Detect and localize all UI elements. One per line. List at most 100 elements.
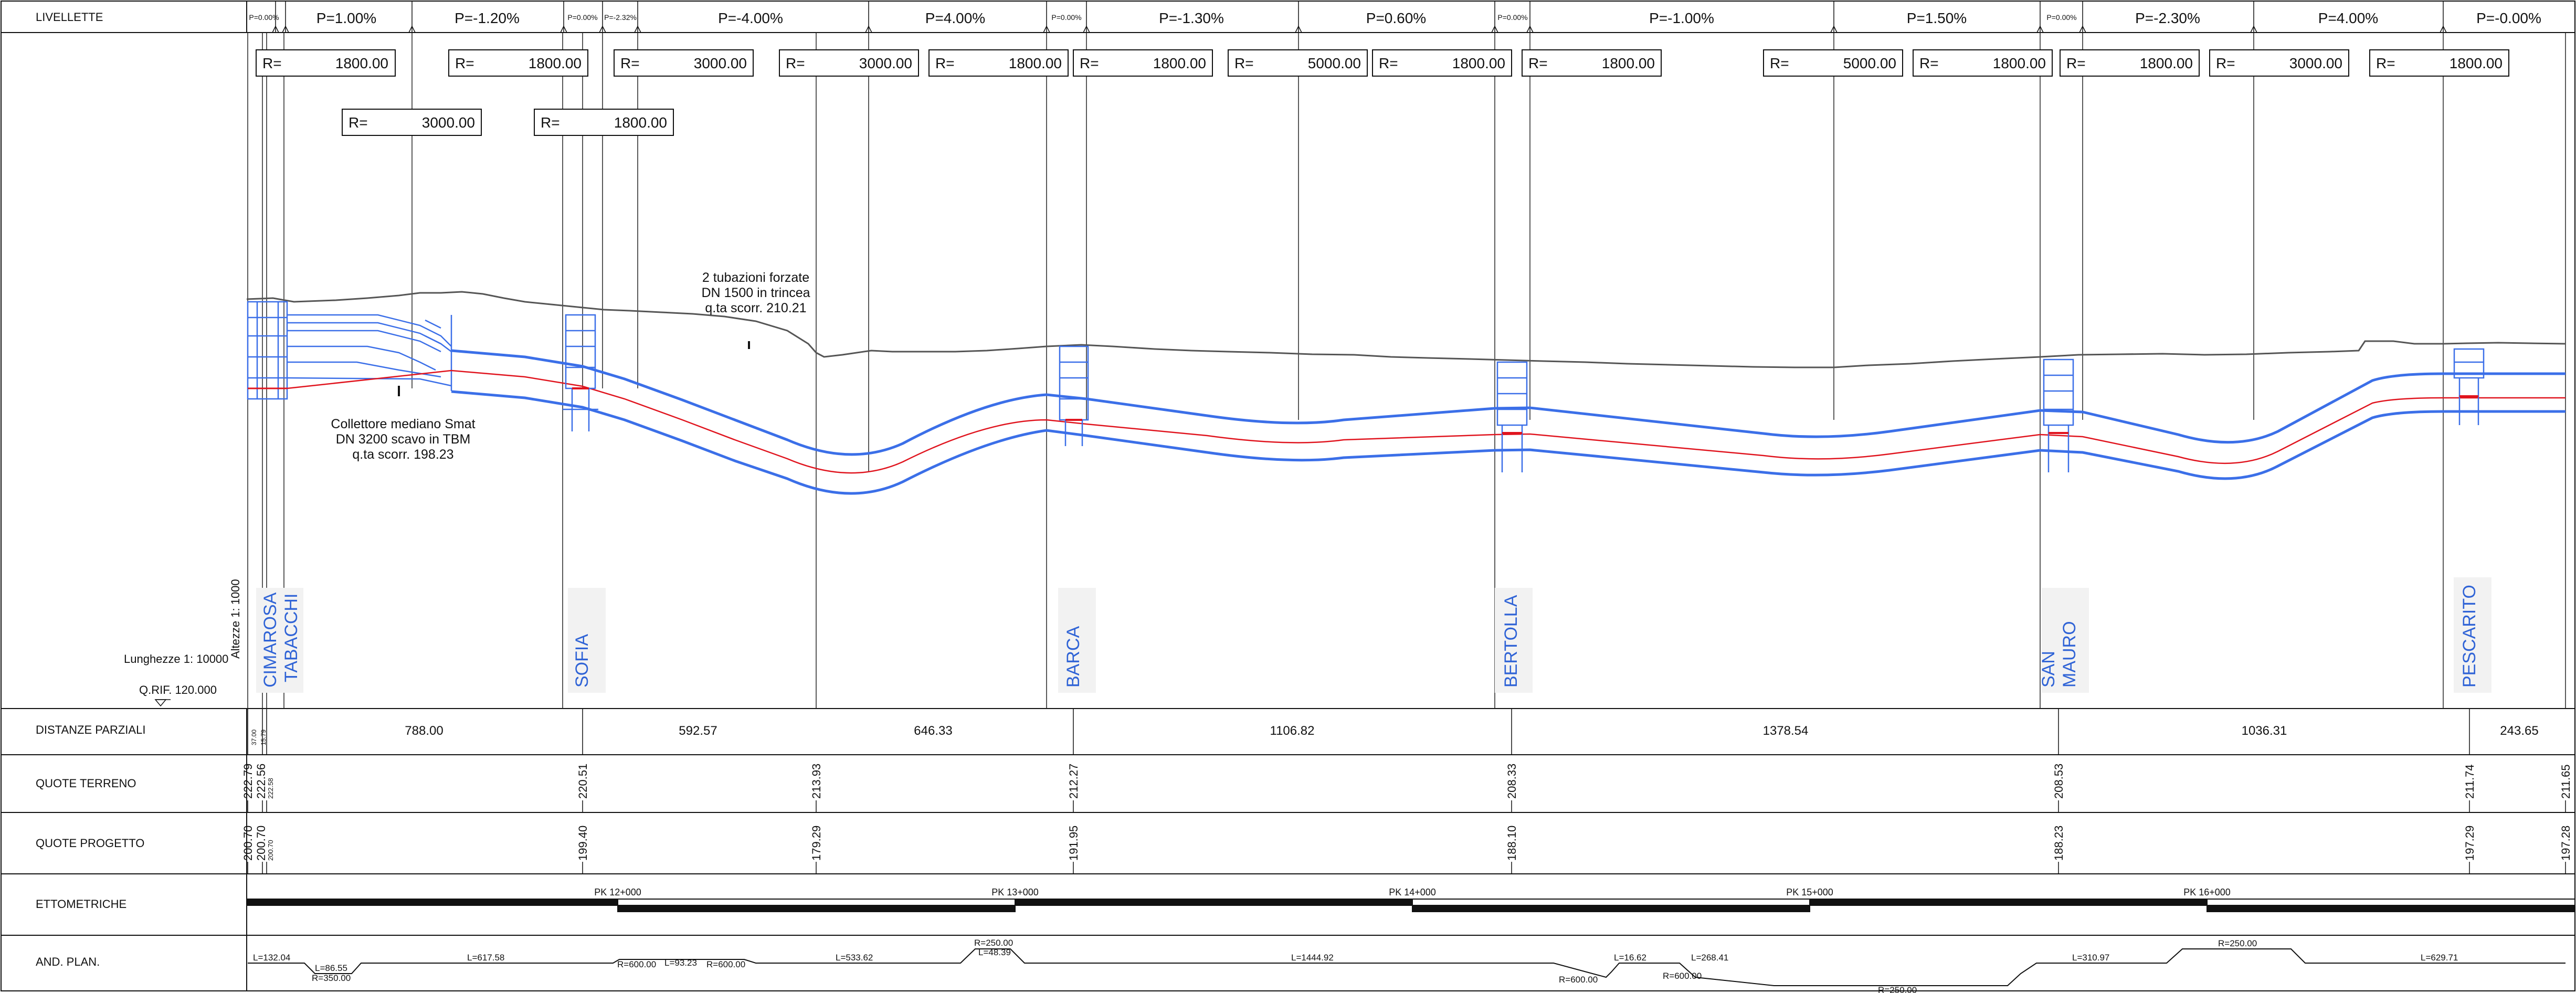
radius-value: 1800.00 (2140, 55, 2193, 71)
radius-value: 1800.00 (529, 55, 582, 71)
radius-value: 1800.00 (1153, 55, 1206, 71)
terrain-value: 222.58 (267, 778, 275, 799)
radius-box: R= 1800.00 (1913, 49, 2053, 77)
radius-value: 1800.00 (1452, 55, 1505, 71)
ettometriche-label: ETTOMETRICHE (36, 897, 126, 911)
radius-box: R= 3000.00 (614, 49, 754, 77)
radius-box: R= 3000.00 (2209, 49, 2349, 77)
slope-label: P=4.00% (925, 10, 985, 26)
project-value: 200.70 (267, 840, 275, 861)
collector-annotation: Collettore mediano Smat DN 3200 scavo in… (331, 417, 475, 462)
slope-label: P=0.00% (2046, 13, 2076, 22)
pk-mark: PK 12+000 (594, 887, 641, 897)
radius-prefix: R= (541, 114, 560, 131)
terreno-ticks (247, 800, 2566, 812)
ettometriche-bars (247, 899, 2575, 912)
radius-prefix: R= (935, 55, 955, 71)
alignment-item: R=600.00 (1559, 975, 1598, 985)
slope-label: P=0.00% (567, 13, 597, 22)
radius-prefix: R= (1770, 55, 1789, 71)
terrain-value: 220.51 (576, 764, 589, 799)
distance-value: 1036.31 (2242, 724, 2287, 738)
alignment-item: R=250.00 (1878, 985, 1917, 993)
ettometriche-marks: PK 12+000 PK 13+000 PK 14+000 PK 15+000 … (594, 887, 2231, 897)
terreno-values: 222.79 222.56 222.58 220.51 213.93 212.2… (241, 764, 2572, 799)
project-value: 200.70 (255, 826, 268, 861)
station-sofia: SOFIA (572, 634, 592, 688)
alignment-item: L=1444.92 (1291, 953, 1334, 963)
slope-label: P=-2.32% (604, 13, 637, 22)
radius-prefix: R= (786, 55, 805, 71)
livellette-label: LIVELLETTE (36, 10, 103, 24)
alignment-item: L=310.97 (2072, 953, 2109, 963)
alignment-item: R=600.00 (706, 959, 745, 969)
radius-prefix: R= (1234, 55, 1254, 71)
station-pescarito: PESCARITO (2459, 585, 2479, 688)
progetto-ticks (247, 862, 2566, 874)
project-value: 188.10 (1505, 826, 1518, 861)
radius-prefix: R= (349, 114, 368, 131)
terrain-value: 208.53 (2052, 764, 2065, 799)
alignment-item: L=86.55 (315, 963, 347, 973)
radius-prefix: R= (2066, 55, 2086, 71)
progetto-label: QUOTE PROGETTO (36, 837, 144, 850)
reference-triangle-icon (154, 699, 167, 707)
pk-mark: PK 14+000 (1389, 887, 1436, 897)
shaft-bertolla (1496, 361, 1528, 472)
radius-box: R= 5000.00 (1228, 49, 1368, 77)
radius-prefix: R= (455, 55, 474, 71)
annotation-line: q.ta scorr. 198.23 (352, 447, 453, 462)
alignment-item: L=16.62 (1614, 953, 1646, 963)
progetto-values: 200.70 200.70 200.70 199.40 179.29 191.9… (241, 826, 2572, 861)
radius-box: R= 1800.00 (1073, 49, 1213, 77)
distance-value: 788.00 (405, 724, 443, 738)
alignment-item: L=268.41 (1691, 953, 1728, 963)
radius-prefix: R= (2216, 55, 2235, 71)
slope-label: P=-1.00% (1649, 10, 1714, 26)
slope-markers (272, 25, 2447, 33)
pipe-upper-line (451, 349, 2566, 456)
shaft-sofia (563, 314, 598, 431)
shaft-barca (1059, 345, 1089, 446)
terrain-value: 213.93 (810, 764, 823, 799)
alignment-item: L=48.39 (978, 947, 1011, 957)
radius-value: 1800.00 (1009, 55, 1062, 71)
slope-label: P=4.00% (2318, 10, 2378, 26)
radius-prefix: R= (1528, 55, 1548, 71)
radius-value: 1800.00 (2450, 55, 2503, 71)
pipes-annotation: 2 tubazioni forzate DN 1500 in trincea q… (701, 270, 810, 315)
radius-value: 1800.00 (335, 55, 388, 71)
radius-box: R= 1800.00 (2060, 49, 2200, 77)
slope-label: P=0.00% (249, 13, 279, 22)
distance-value: 592.57 (679, 724, 717, 738)
annotation-line: Collettore mediano Smat (331, 417, 475, 431)
slope-label: P=1.00% (316, 10, 376, 26)
slope-label: P=-1.20% (455, 10, 520, 26)
annotation-line: DN 1500 in trincea (701, 286, 810, 300)
station-mauro: MAURO (2060, 621, 2079, 688)
slope-label: P=-2.30% (2135, 10, 2200, 26)
radius-prefix: R= (2376, 55, 2395, 71)
radius-value: 1800.00 (1602, 55, 1655, 71)
slope-label: P=-1.30% (1159, 10, 1224, 26)
radius-box: R= 3000.00 (342, 109, 482, 136)
alignment-values: L=132.04 L=86.55 R=350.00 L=617.58 R=600… (253, 938, 2458, 993)
radius-box: R= 1800.00 (928, 49, 1069, 77)
radius-value: 3000.00 (422, 114, 475, 131)
project-axis-line (287, 369, 2566, 474)
pk-mark: PK 13+000 (991, 887, 1039, 897)
terrain-value: 211.74 (2463, 764, 2476, 799)
heights-scale: Altezze 1: 1000 (229, 579, 242, 659)
slope-label: P=-4.00% (718, 10, 783, 26)
distanze-row (247, 709, 2470, 755)
radius-value: 5000.00 (1308, 55, 1361, 71)
radius-value: 1800.00 (1993, 55, 2046, 71)
station-tabacchi: TABACCHI (281, 594, 301, 682)
scale-notes: Altezze 1: 1000 Lunghezze 1: 10000 Q.RIF… (124, 579, 242, 707)
station-barca: BARCA (1063, 626, 1083, 688)
station-cimarosa: CIMAROSA (260, 592, 280, 688)
radius-value: 5000.00 (1843, 55, 1896, 71)
radius-box: R= 5000.00 (1763, 49, 1903, 77)
distance-value-small: 37.00 (250, 730, 258, 745)
